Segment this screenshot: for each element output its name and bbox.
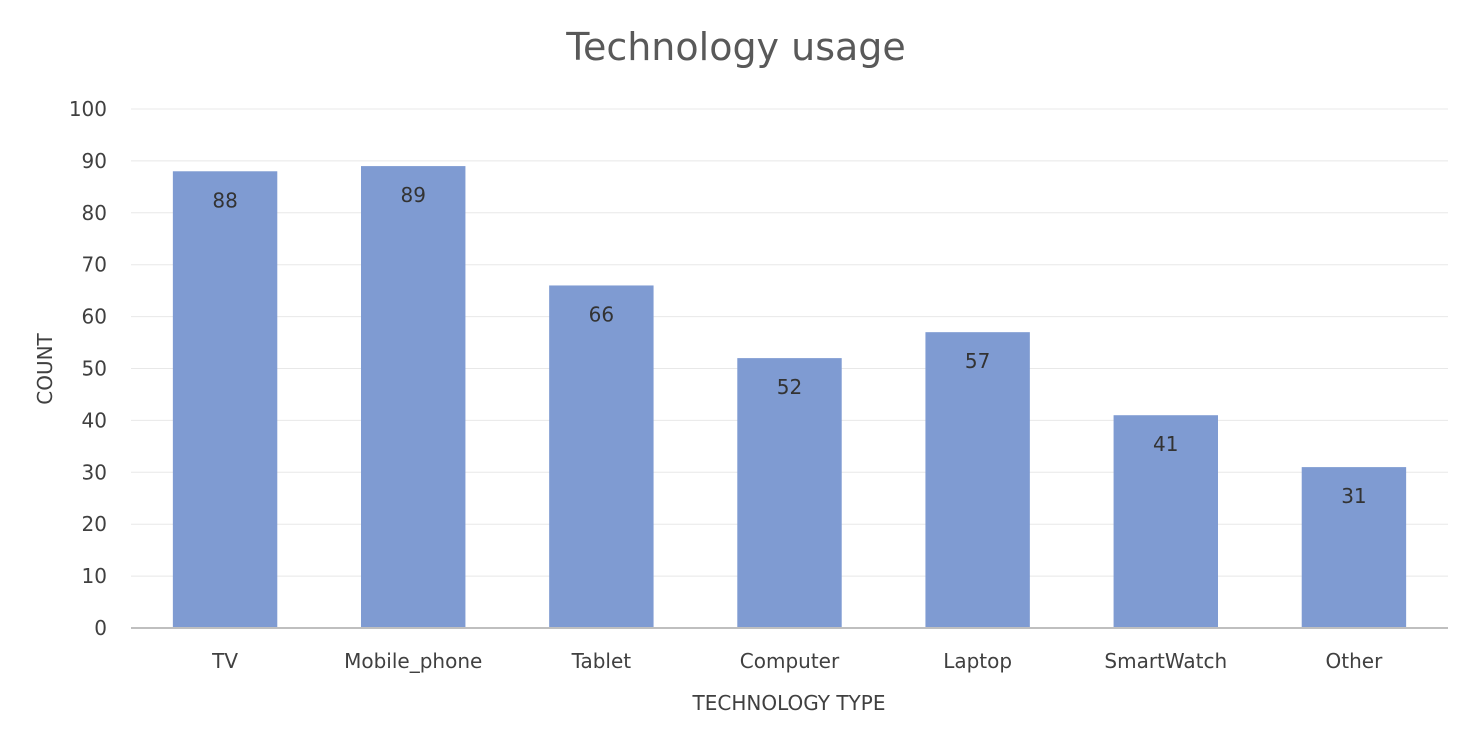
y-axis-ticks: 0 10 20 30 40 50 60 70 80 90 100 (69, 97, 107, 640)
y-tick-label: 90 (82, 149, 107, 173)
x-category-label: SmartWatch (1104, 649, 1227, 673)
x-category-label: Tablet (571, 649, 632, 673)
x-category-label: Computer (740, 649, 840, 673)
y-tick-label: 40 (82, 408, 107, 432)
bar-tablet (549, 285, 654, 628)
data-label: 88 (212, 188, 237, 212)
bar-computer (737, 358, 842, 628)
bar-mobile-phone (361, 166, 466, 628)
x-category-label: Laptop (943, 649, 1012, 673)
x-category-label: Mobile_phone (344, 649, 482, 673)
bar-smartwatch (1113, 415, 1218, 628)
data-label: 89 (400, 183, 425, 207)
x-category-label: TV (211, 649, 238, 673)
data-label: 41 (1153, 432, 1178, 456)
y-tick-label: 20 (82, 512, 107, 536)
y-tick-label: 100 (69, 97, 107, 121)
bar-other (1301, 467, 1407, 628)
bar-laptop (925, 332, 1030, 628)
x-category-label: Other (1326, 649, 1384, 673)
x-axis-categories: TV Mobile_phone Tablet Computer Laptop SmartW… (211, 649, 1383, 673)
bar-tv (172, 171, 278, 628)
data-label: 66 (589, 302, 614, 326)
y-tick-label: 50 (82, 357, 107, 381)
x-axis-title: TECHNOLOGY TYPE (692, 691, 886, 715)
y-tick-label: 30 (82, 460, 107, 484)
y-tick-label: 0 (94, 616, 107, 640)
data-label: 31 (1341, 484, 1366, 508)
data-label: 52 (777, 375, 802, 399)
data-label: 57 (965, 349, 990, 373)
y-axis-title: COUNT (33, 332, 57, 404)
data-labels: 88 89 66 52 57 41 31 (212, 183, 1366, 508)
y-tick-label: 60 (82, 305, 107, 329)
chart-title: Technology usage (565, 25, 906, 69)
y-tick-label: 70 (82, 253, 107, 277)
bars (172, 166, 1407, 628)
y-tick-label: 10 (82, 564, 107, 588)
y-tick-label: 80 (82, 201, 107, 225)
